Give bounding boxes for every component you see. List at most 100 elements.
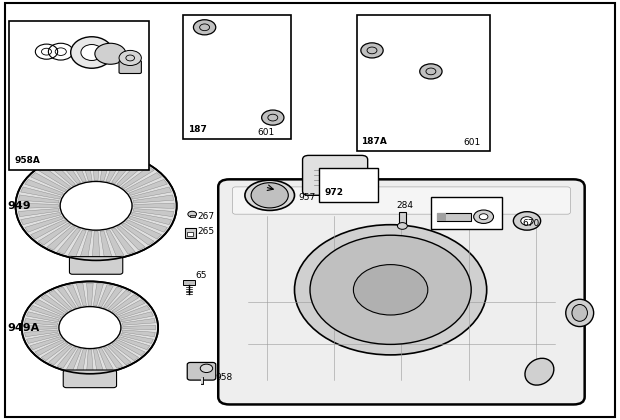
Circle shape xyxy=(251,183,288,208)
Polygon shape xyxy=(30,173,67,192)
Text: 972: 972 xyxy=(324,188,343,197)
Circle shape xyxy=(22,281,158,374)
Polygon shape xyxy=(129,216,167,232)
Circle shape xyxy=(474,210,494,223)
Polygon shape xyxy=(108,290,131,310)
Polygon shape xyxy=(118,337,150,350)
Polygon shape xyxy=(100,153,112,181)
Bar xyxy=(437,213,471,220)
Polygon shape xyxy=(123,326,156,330)
Circle shape xyxy=(310,235,471,344)
Polygon shape xyxy=(134,203,174,208)
Polygon shape xyxy=(117,161,145,186)
Circle shape xyxy=(521,217,533,225)
Polygon shape xyxy=(122,167,154,189)
Polygon shape xyxy=(131,213,172,225)
Polygon shape xyxy=(99,349,113,370)
Polygon shape xyxy=(19,209,59,217)
Polygon shape xyxy=(117,226,145,250)
Ellipse shape xyxy=(565,299,594,327)
Polygon shape xyxy=(112,294,139,312)
Polygon shape xyxy=(24,326,57,330)
Polygon shape xyxy=(133,209,174,217)
Polygon shape xyxy=(66,285,81,307)
FancyBboxPatch shape xyxy=(232,187,570,214)
Polygon shape xyxy=(125,173,162,192)
Polygon shape xyxy=(35,340,64,356)
Bar xyxy=(437,213,446,220)
Polygon shape xyxy=(118,305,150,318)
Text: 265: 265 xyxy=(197,227,215,236)
Polygon shape xyxy=(108,345,131,365)
Circle shape xyxy=(420,64,442,79)
Polygon shape xyxy=(25,179,63,195)
Polygon shape xyxy=(112,158,135,184)
FancyBboxPatch shape xyxy=(187,362,216,380)
Circle shape xyxy=(119,50,141,66)
Circle shape xyxy=(513,212,541,230)
Ellipse shape xyxy=(245,180,294,210)
Polygon shape xyxy=(115,299,145,315)
Polygon shape xyxy=(25,318,58,325)
Text: 187: 187 xyxy=(188,125,206,134)
Text: 284: 284 xyxy=(397,201,414,210)
Polygon shape xyxy=(35,299,64,315)
Text: 601: 601 xyxy=(464,138,481,147)
Polygon shape xyxy=(131,187,172,199)
Polygon shape xyxy=(129,179,167,195)
Ellipse shape xyxy=(81,45,103,60)
Polygon shape xyxy=(30,337,61,350)
Text: ereplacementparts.com: ereplacementparts.com xyxy=(227,203,393,217)
Polygon shape xyxy=(99,285,113,307)
Polygon shape xyxy=(122,223,154,245)
Polygon shape xyxy=(19,195,59,203)
Polygon shape xyxy=(38,167,71,189)
FancyBboxPatch shape xyxy=(63,370,117,388)
Text: 267: 267 xyxy=(197,212,215,221)
Text: 65: 65 xyxy=(195,270,207,280)
Polygon shape xyxy=(115,340,145,356)
Text: 187A: 187A xyxy=(361,137,388,146)
Bar xyxy=(185,228,196,238)
Circle shape xyxy=(193,20,216,35)
Polygon shape xyxy=(112,343,139,361)
Polygon shape xyxy=(66,349,81,370)
Circle shape xyxy=(353,265,428,315)
Polygon shape xyxy=(94,349,104,372)
Polygon shape xyxy=(30,220,67,239)
Polygon shape xyxy=(57,287,76,308)
Polygon shape xyxy=(68,230,86,257)
Polygon shape xyxy=(112,228,135,254)
Polygon shape xyxy=(41,294,68,312)
Text: 958A: 958A xyxy=(14,156,40,165)
Polygon shape xyxy=(106,230,124,257)
Polygon shape xyxy=(100,231,112,258)
Circle shape xyxy=(95,43,126,64)
Bar xyxy=(431,197,502,229)
Polygon shape xyxy=(57,228,81,254)
Circle shape xyxy=(479,214,488,220)
Polygon shape xyxy=(80,231,92,258)
Circle shape xyxy=(59,307,121,349)
Polygon shape xyxy=(121,333,153,344)
Bar xyxy=(319,168,378,202)
Polygon shape xyxy=(106,155,124,182)
Bar xyxy=(9,21,149,170)
Polygon shape xyxy=(57,347,76,368)
Circle shape xyxy=(60,181,132,230)
Polygon shape xyxy=(122,330,155,337)
Polygon shape xyxy=(92,231,100,259)
FancyBboxPatch shape xyxy=(69,257,123,274)
Circle shape xyxy=(397,223,407,229)
Polygon shape xyxy=(20,187,61,199)
Polygon shape xyxy=(47,226,76,250)
Circle shape xyxy=(361,43,383,58)
Polygon shape xyxy=(125,220,162,239)
Ellipse shape xyxy=(572,304,588,321)
Text: 949: 949 xyxy=(7,201,31,211)
Bar xyxy=(187,232,193,236)
Polygon shape xyxy=(25,330,58,337)
Polygon shape xyxy=(27,333,59,344)
Polygon shape xyxy=(38,223,71,245)
Polygon shape xyxy=(76,284,86,306)
